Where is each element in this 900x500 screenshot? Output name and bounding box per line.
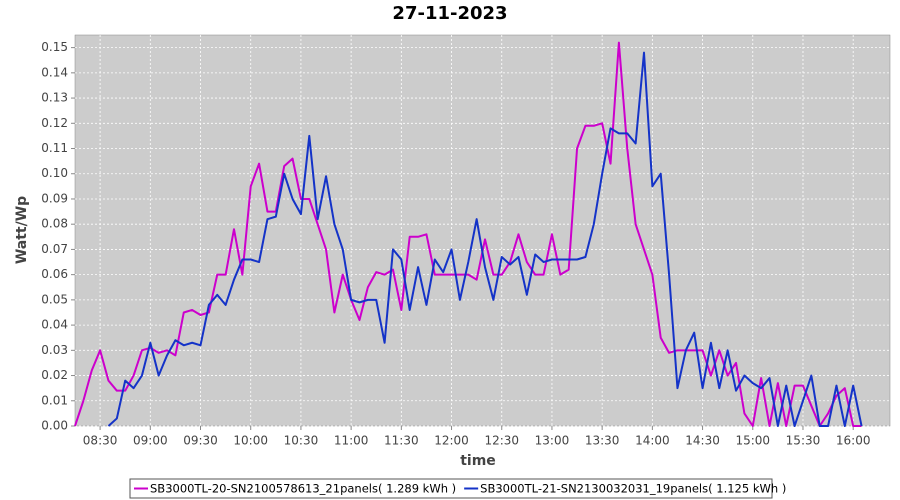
legend-label: SB3000TL-20-SN2100578613_21panels( 1.289…: [150, 482, 456, 496]
x-tick-label: 11:00: [334, 434, 369, 448]
y-tick-label: 0.05: [41, 292, 68, 306]
x-tick-label: 10:00: [233, 434, 268, 448]
y-tick-label: 0.06: [41, 267, 68, 281]
y-axis-label: Watt/Wp: [14, 196, 30, 264]
y-tick-label: 0.12: [41, 116, 68, 130]
x-tick-label: 12:00: [434, 434, 469, 448]
chart-title: 27-11-2023: [392, 3, 507, 24]
x-tick-label: 13:00: [535, 434, 570, 448]
x-tick-label: 08:30: [83, 434, 118, 448]
series-line: [74, 41, 862, 427]
y-tick-label: 0.15: [41, 40, 68, 54]
y-tick-label: 0.02: [41, 368, 68, 382]
y-tick-label: 0.07: [41, 242, 68, 256]
y-tick-label: 0.09: [41, 191, 68, 205]
y-tick-label: 0.03: [41, 343, 68, 357]
y-tick-label: 0.08: [41, 217, 68, 231]
legend: [129, 478, 773, 499]
y-tick-label: 0.01: [41, 393, 68, 407]
y-tick-label: 0.04: [41, 318, 68, 332]
x-tick-label: 16:00: [836, 434, 871, 448]
y-tick-label: 0.14: [41, 65, 68, 79]
x-tick-label: 13:30: [585, 434, 620, 448]
x-tick-label: 15:30: [786, 434, 821, 448]
x-tick-label: 15:00: [735, 434, 770, 448]
x-tick-label: 10:30: [284, 434, 319, 448]
plot-area: [74, 34, 891, 427]
x-tick-label: 09:30: [183, 434, 218, 448]
y-tick-label: 0.13: [41, 91, 68, 105]
series-line: [107, 51, 863, 427]
x-tick-label: 11:30: [384, 434, 419, 448]
y-tick-label: 0.00: [41, 419, 68, 433]
legend-label: SB3000TL-21-SN2130032031_19panels( 1.125…: [480, 482, 786, 496]
x-axis-label: time: [460, 453, 496, 469]
x-tick-label: 09:00: [133, 434, 168, 448]
x-tick-label: 14:30: [685, 434, 720, 448]
y-tick-label: 0.11: [41, 141, 68, 155]
y-tick-label: 0.10: [41, 166, 68, 180]
x-tick-label: 14:00: [635, 434, 670, 448]
x-tick-label: 12:30: [484, 434, 519, 448]
